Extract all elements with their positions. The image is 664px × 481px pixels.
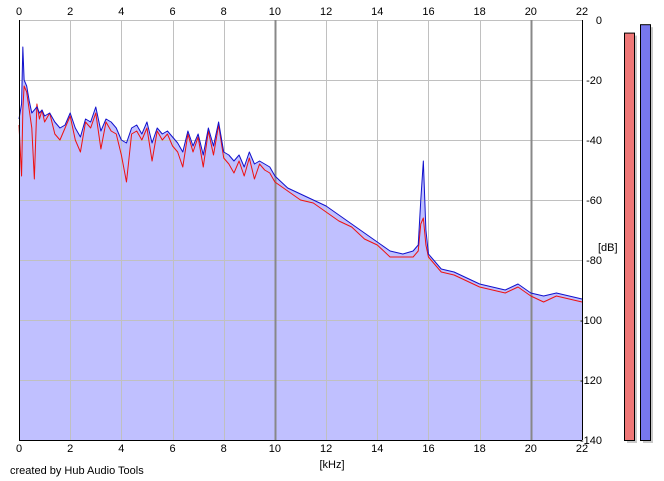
x-tick-label-bottom: 2: [67, 443, 73, 455]
x-tick-label-top: 12: [320, 6, 332, 18]
x-tick-label-bottom: 14: [371, 443, 383, 455]
x-tick-label-bottom: 8: [221, 443, 227, 455]
x-axis-label: [kHz]: [319, 459, 344, 471]
x-tick-label-top: 22: [576, 6, 588, 18]
x-tick-label-bottom: 20: [525, 443, 537, 455]
y-tick-label: -120: [580, 375, 602, 387]
x-tick-label-top: 2: [67, 6, 73, 18]
series-line-red: [18, 85, 583, 303]
y-tick-label: -80: [586, 255, 602, 267]
x-tick-label-top: 0: [16, 6, 22, 18]
y-tick-label: -60: [586, 195, 602, 207]
y-tick-label: -100: [580, 315, 602, 327]
x-tick-label-bottom: 10: [269, 443, 281, 455]
x-tick-label-top: 18: [474, 6, 486, 18]
x-tick-label-bottom: 18: [474, 443, 486, 455]
y-axis-label: [dB]: [598, 242, 618, 254]
spectrum-fill-layer: [19, 47, 582, 440]
x-tick-label-top: 10: [269, 6, 281, 18]
x-tick-label-bottom: 22: [576, 443, 588, 455]
x-tick-label-bottom: 12: [320, 443, 332, 455]
x-tick-label-bottom: 16: [422, 443, 434, 455]
y-tick-label: -40: [586, 135, 602, 147]
y-tick-label: -140: [580, 435, 602, 447]
level-meter-right: [640, 24, 651, 441]
y-tick-labels: 0 -20 -40 -60 -80 -100 -120 -140: [580, 15, 602, 447]
axis-layer: [19, 20, 583, 441]
x-tick-label-top: 6: [169, 6, 175, 18]
x-tick-label-top: 16: [422, 6, 434, 18]
x-tick-label-bottom: 0: [16, 443, 22, 455]
x-tick-label-top: 14: [371, 6, 383, 18]
x-tick-label-bottom: 6: [169, 443, 175, 455]
series-layer: [18, 46, 583, 303]
x-tick-label-top: 8: [221, 6, 227, 18]
y-tick-label: -20: [586, 75, 602, 87]
credit-text: created by Hub Audio Tools: [10, 465, 144, 477]
x-tick-label-top: 4: [118, 6, 124, 18]
series-line-blue: [18, 46, 583, 300]
spectrum-fill: [19, 47, 582, 440]
x-tick-label-top: 20: [525, 6, 537, 18]
x-tick-label-bottom: 4: [118, 443, 124, 455]
level-meters: [624, 24, 653, 443]
y-tick-label: 0: [596, 15, 602, 27]
level-meter-left: [624, 32, 635, 441]
